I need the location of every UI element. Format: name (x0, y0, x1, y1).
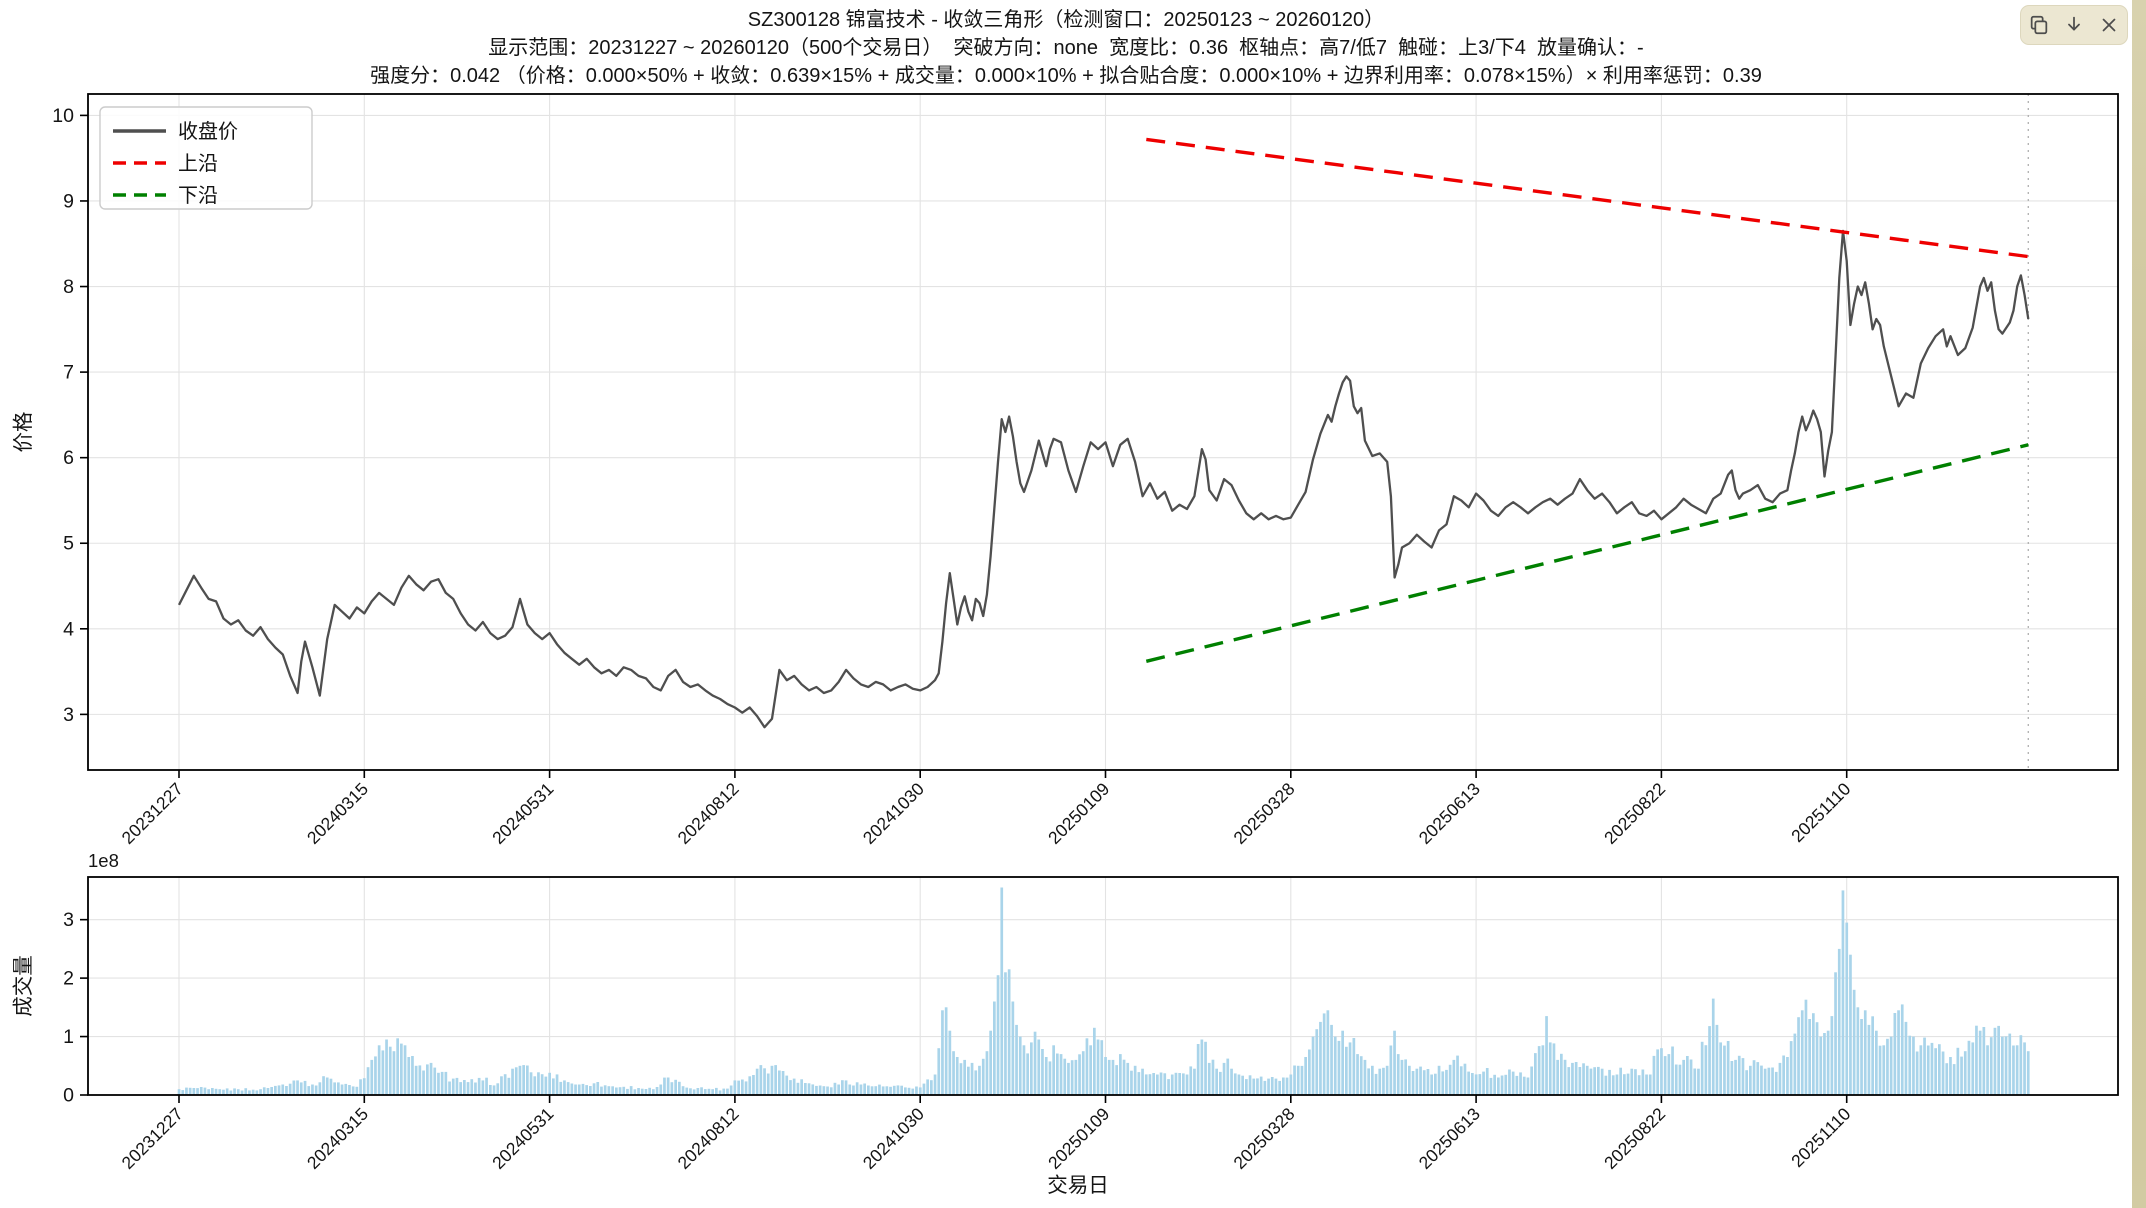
svg-text:9: 9 (63, 190, 74, 212)
svg-text:10: 10 (52, 105, 74, 127)
download-icon (2068, 16, 2080, 31)
price-ylabel: 价格 (12, 411, 35, 452)
svg-text:20240531: 20240531 (488, 779, 557, 848)
price-axes-frame (87, 93, 2119, 771)
svg-text:20231227: 20231227 (118, 1104, 187, 1173)
legend-label: 下沿 (178, 185, 218, 207)
price-axis-ticks: 3 4 5 6 7 8 9 10 20231227 20240315 20240531 2024081… (52, 105, 1854, 848)
svg-text:20241030: 20241030 (859, 1104, 928, 1173)
volume-ylabel: 成交量 (12, 955, 35, 1017)
title-line-3: 强度分：0.042 （价格：0.000×50% + 收敛：0.639×15% +… (370, 65, 1762, 87)
svg-text:20250109: 20250109 (1044, 779, 1113, 848)
svg-text:20231227: 20231227 (118, 779, 187, 848)
copy-icon (2030, 15, 2047, 35)
volume-bars (177, 887, 2030, 1095)
window-edge-strip (2132, 0, 2146, 1208)
svg-text:20250328: 20250328 (1229, 1104, 1298, 1173)
title-line-2: 显示范围：20231227 ~ 20260120（500个交易日） 突破方向：n… (488, 37, 1644, 59)
svg-text:3: 3 (63, 704, 74, 726)
close-button[interactable] (2096, 12, 2122, 38)
volume-offset-label: 1e8 (88, 850, 119, 871)
svg-text:20240531: 20240531 (488, 1104, 557, 1173)
price-line (177, 229, 2030, 729)
legend-label: 上沿 (178, 152, 218, 175)
svg-text:20250613: 20250613 (1415, 779, 1484, 848)
title-line-1: SZ300128 锦富技术 - 收敛三角形（检测窗口：20250123 ~ 20… (747, 9, 1385, 31)
svg-text:3: 3 (63, 909, 74, 931)
svg-text:4: 4 (63, 618, 74, 640)
copy-button[interactable] (2026, 12, 2052, 38)
volume-axis-ticks: 0 1 2 3 20231227 20240315 20240531 20240812 2024… (63, 909, 1855, 1173)
volume-axes-frame (87, 876, 2119, 1096)
svg-text:20250328: 20250328 (1229, 779, 1298, 848)
close-icon (2102, 18, 2116, 32)
svg-text:7: 7 (63, 362, 74, 384)
svg-text:20250109: 20250109 (1044, 1104, 1113, 1173)
svg-text:20251110: 20251110 (1787, 1103, 1855, 1171)
volume-xlabel: 交易日 (1047, 1174, 1109, 1197)
chart-titles: SZ300128 锦富技术 - 收敛三角形（检测窗口：20250123 ~ 20… (0, 6, 2132, 90)
svg-text:5: 5 (63, 533, 74, 555)
svg-text:8: 8 (63, 276, 74, 298)
viewer-toolbar (2020, 5, 2128, 45)
legend-label: 收盘价 (178, 120, 238, 143)
svg-text:20240315: 20240315 (303, 779, 372, 848)
svg-text:20240812: 20240812 (674, 779, 743, 848)
volume-gridlines (88, 877, 2118, 1095)
svg-text:20250822: 20250822 (1600, 779, 1669, 848)
svg-text:1: 1 (63, 1026, 74, 1048)
download-button[interactable] (2061, 12, 2087, 38)
svg-text:20240812: 20240812 (674, 1104, 743, 1173)
svg-text:0: 0 (63, 1085, 74, 1107)
svg-text:20240315: 20240315 (303, 1104, 372, 1173)
svg-text:20241030: 20241030 (859, 779, 928, 848)
svg-text:20251110: 20251110 (1787, 778, 1855, 846)
svg-text:20250822: 20250822 (1600, 1104, 1669, 1173)
lower-trendline (1145, 443, 2029, 663)
svg-text:2: 2 (63, 968, 74, 990)
price-gridlines (88, 94, 2118, 770)
upper-trendline (1146, 137, 2029, 259)
svg-text:6: 6 (63, 447, 74, 469)
svg-text:20250613: 20250613 (1415, 1104, 1484, 1173)
